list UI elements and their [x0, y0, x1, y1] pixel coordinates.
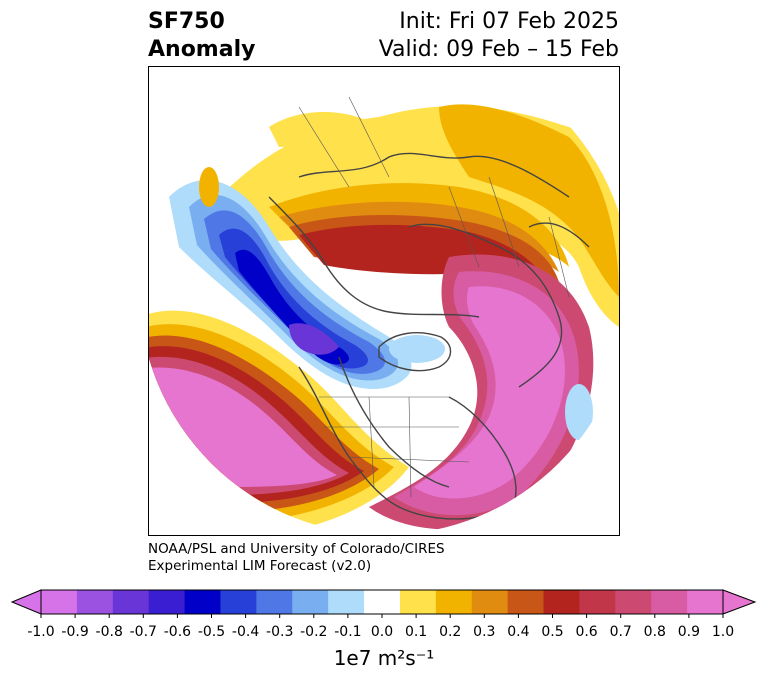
colorbar-swatch: [328, 590, 365, 614]
colorbar-swatch: [543, 590, 580, 614]
colorbar-extend-min: [10, 589, 42, 615]
colorbar-tick-label: -0.9: [61, 624, 88, 640]
colorbar-tick-label: 0.5: [541, 624, 563, 640]
colorbar-swatch: [435, 590, 473, 614]
colorbar-swatch: [41, 590, 78, 614]
colorbar-swatch: [687, 590, 724, 614]
colorbar-swatch: [651, 590, 688, 614]
colorbar-swatch: [220, 590, 257, 614]
colorbar-swatch: [615, 590, 652, 614]
colorbar-tick-label: -0.5: [198, 624, 225, 640]
colorbar-tick-label: 0.8: [644, 624, 666, 640]
credit-line-2: Experimental LIM Forecast (v2.0): [148, 558, 372, 574]
colorbar-tick-label: 0.1: [405, 624, 427, 640]
colorbar-swatch: [148, 590, 186, 614]
colorbar-tick-label: 0.9: [678, 624, 700, 640]
credit-line-1: NOAA/PSL and University of Colorado/CIRE…: [148, 541, 445, 557]
colorbar-tick-label: -0.1: [334, 624, 361, 640]
colorbar-swatch: [292, 590, 329, 614]
colorbar-tick-label: 0.0: [371, 624, 393, 640]
colorbar-swatch: [507, 590, 545, 614]
coastlines: [268, 152, 590, 520]
colorbar: -1.0 -0.9 -0.8 -0.7 -0.6 -0.5 -0.4 -0.3 -0.2 -0.1…: [10, 589, 757, 640]
colorbar-tick-label: -0.2: [300, 624, 327, 640]
colorbar-tick-label: -0.7: [130, 624, 157, 640]
colorbar-extend-max: [722, 589, 757, 615]
map-panel: [148, 66, 620, 536]
colorbar-ticks: -1.0 -0.9 -0.8 -0.7 -0.6 -0.5 -0.4 -0.3 -0.2 -0.1…: [27, 614, 734, 640]
init-date: Init: Fri 07 Feb 2025: [399, 9, 619, 34]
variable-name: SF750: [148, 9, 225, 34]
borders: [298, 96, 570, 498]
colorbar-swatch: [399, 590, 437, 614]
colorbar-swatch: [112, 590, 150, 614]
colorbar-tick-label: -0.8: [96, 624, 123, 640]
colorbar-tick-label: 0.6: [575, 624, 597, 640]
colorbar-boxes: [10, 589, 757, 615]
colorbar-swatch: [184, 590, 221, 614]
colorbar-swatch: [364, 590, 401, 614]
colorbar-tick-label: 1.0: [712, 624, 734, 640]
colorbar-swatch: [471, 590, 509, 614]
colorbar-swatch: [76, 590, 114, 614]
colorbar-swatch: [256, 590, 293, 614]
colorbar-tick-label: -0.3: [266, 624, 293, 640]
colorbar-tick-label: -0.6: [164, 624, 191, 640]
credit: NOAA/PSL and University of Colorado/CIRE…: [148, 541, 445, 575]
colorbar-tick-label: -1.0: [27, 624, 54, 640]
filled-contours: [149, 67, 619, 535]
colorbar-tick-label: 0.3: [473, 624, 495, 640]
colorbar-swatch: [579, 590, 616, 614]
colorbar-tick-label: -0.4: [232, 624, 259, 640]
colorbar-tick-label: 0.7: [610, 624, 632, 640]
colorbar-tick-label: 0.2: [439, 624, 461, 640]
valid-range: Valid: 09 Feb – 15 Feb: [378, 37, 619, 62]
field-type: Anomaly: [148, 37, 256, 62]
title-left: SF750 Anomaly: [148, 8, 255, 64]
anomaly-map: [149, 67, 619, 535]
colorbar-label: 1e7 m²s⁻¹: [333, 646, 435, 670]
title-right: Init: Fri 07 Feb 2025 Valid: 09 Feb – 15…: [379, 8, 619, 64]
colorbar-tick-label: 0.4: [507, 624, 529, 640]
